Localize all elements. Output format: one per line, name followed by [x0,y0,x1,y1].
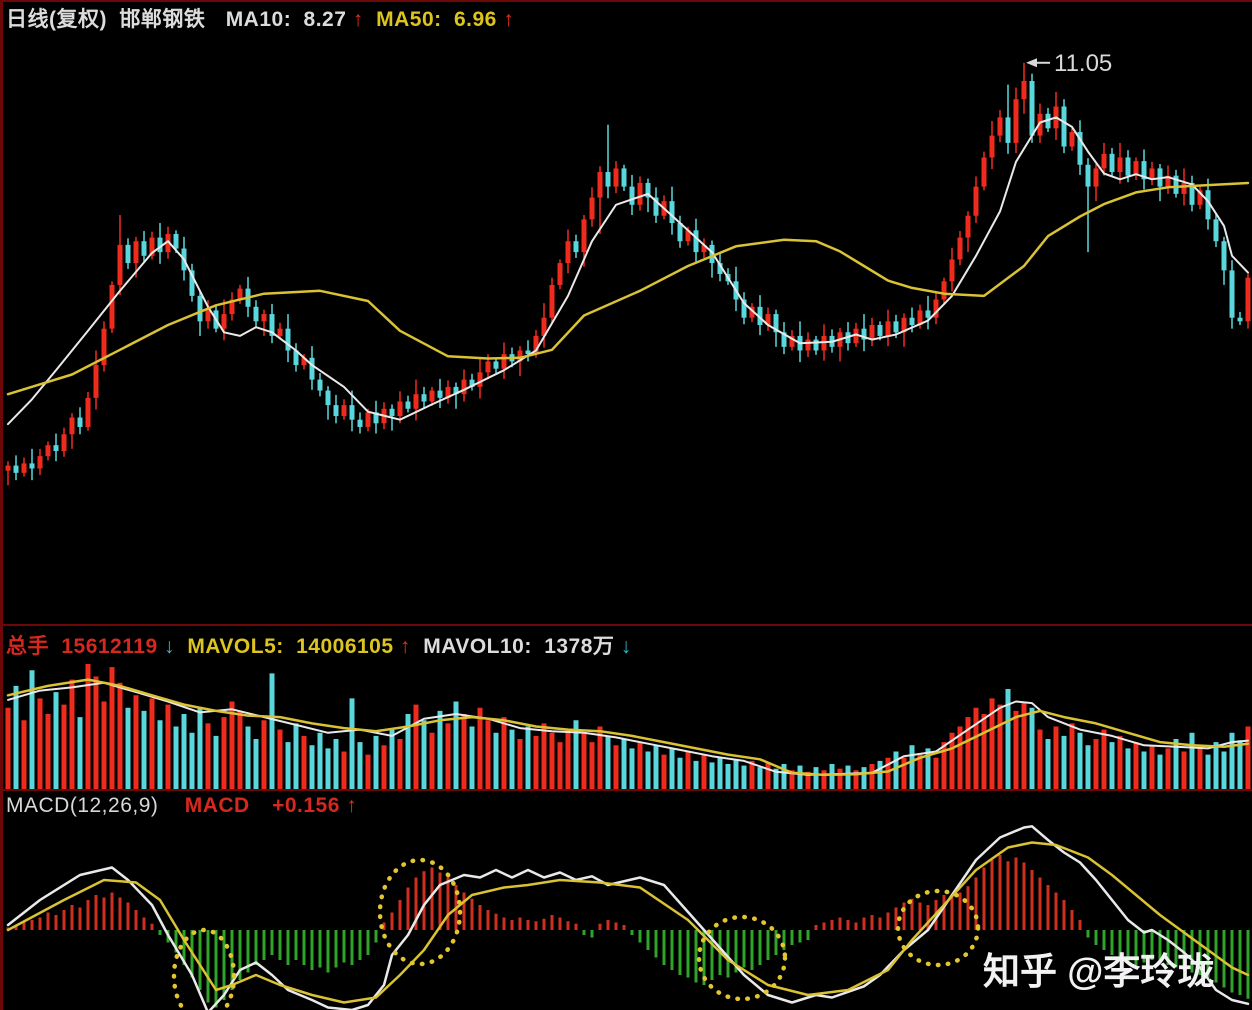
left-arrow-icon [1026,58,1037,68]
volume-panel-header: 总手 15612119 ↓ MAVOL5: 14006105 ↑ MAVOL10… [6,630,638,660]
macd-value: +0.156 [272,794,340,817]
mavol5-up-arrow-icon: ↑ [399,635,411,658]
mavol5-value: 14006105 [296,635,394,658]
ma10-value: 8.27 [303,8,347,31]
ma10-line [7,116,1249,426]
mavol5-label: MAVOL5: [187,635,284,658]
stock-name-label[interactable]: 邯郸钢铁 [119,8,206,31]
left-border-line [0,0,3,1010]
ma10-up-arrow-icon: ↑ [352,8,364,31]
mavol10-down-arrow-icon: ↓ [620,635,632,658]
macd-indicator-label[interactable]: MACD(12,26,9) [6,794,159,817]
ma50-label: MA50: [376,8,442,31]
top-border-line [0,0,1252,2]
volume-series [5,664,1251,789]
macd-up-arrow-icon: ↑ [346,794,358,817]
macd-label: MACD [184,794,250,817]
main-chart-header: 日线(复权) 邯郸钢铁 MA10: 8.27 ↑ MA50: 6.96 ↑ [6,3,520,33]
mavol10-value: 1378万 [544,635,615,658]
macd-signal-circles [171,857,981,1010]
ma50-up-arrow-icon: ↑ [503,8,515,31]
macd-histogram [6,855,1250,1008]
macd-panel-separator [0,789,1252,791]
candlestick-series [5,62,1251,486]
volume-label[interactable]: 总手 [6,635,49,658]
ma50-value: 6.96 [453,8,497,31]
volume-panel-separator [0,624,1252,626]
macd-panel-header: MACD(12,26,9) MACD +0.156 ↑ [6,794,363,818]
mavol10-line [6,678,1250,777]
zhihu-watermark: 知乎 @李玲珑 [983,951,1215,992]
ma50-line [6,181,1250,396]
price-peak-annotation: 11.05 [1026,50,1112,77]
macd-dea-line [6,841,1250,1004]
annotation-price-label: 11.05 [1054,50,1112,77]
macd-dif-line [6,825,1250,1010]
ma10-label: MA10: [225,8,292,31]
mavol10-label: MAVOL10: [423,635,532,658]
chart-period-label[interactable]: 日线(复权) [6,8,107,31]
volume-down-arrow-icon: ↓ [163,635,175,658]
mavol5-line [7,681,1249,776]
volume-value: 15612119 [61,635,158,658]
